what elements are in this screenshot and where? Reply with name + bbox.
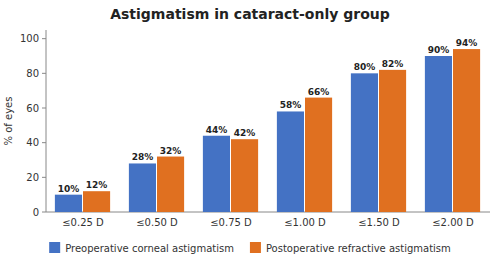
bars [55,49,480,212]
data-label: 10% [58,184,80,194]
bar [425,56,452,212]
data-label: 32% [160,146,182,156]
data-label: 58% [280,100,302,110]
y-axis: 0 20 40 60 80 100 [20,30,490,218]
data-label: 94% [456,38,478,48]
legend-item: Postoperative refractive astigmatism [250,242,451,254]
data-label: 12% [86,180,108,190]
x-axis-line [46,212,490,213]
y-axis-label: % of eyes [3,97,14,146]
data-label: 44% [206,125,228,135]
chart: Astigmatism in cataract-only group % of e… [0,0,500,262]
data-label: 82% [382,59,404,69]
y-tick-label: 40 [26,137,39,148]
legend-swatch [250,242,261,253]
legend-swatch [49,242,60,253]
legend: Preoperative corneal astigmatism Postoper… [49,242,451,254]
y-tick [42,142,46,143]
bar [203,136,230,212]
y-axis-line [46,30,47,212]
chart-container: Astigmatism in cataract-only group % of e… [0,0,500,262]
x-tick-label: ≤0.25 D [62,217,104,228]
bar [55,195,82,212]
data-label: 28% [132,152,154,162]
y-tick-label: 0 [33,207,39,218]
y-tick [42,73,46,74]
bar [157,157,184,212]
x-tick-label: ≤0.75 D [210,217,252,228]
y-tick-label: 80 [26,68,39,79]
y-tick [42,108,46,109]
y-tick-label: 100 [20,33,39,44]
bar [305,98,332,212]
y-tick [42,177,46,178]
y-tick-label: 60 [26,103,39,114]
x-tick-label: ≤0.50 D [136,217,178,228]
legend-item: Preoperative corneal astigmatism [49,242,234,254]
data-label: 42% [234,128,256,138]
bar [129,163,156,212]
title: Astigmatism in cataract-only group [110,6,390,22]
data-labels: 10% 28% 44% 58% 80% 90% 12% 32% 42% 66% 82% 94% [58,38,478,194]
legend-label: Postoperative refractive astigmatism [266,243,451,254]
y-tick [42,38,46,39]
x-tick-label: ≤2.00 D [432,217,474,228]
x-tick-label: ≤1.00 D [284,217,326,228]
bar [231,139,258,212]
y-tick-label: 20 [26,172,39,183]
data-label: 80% [354,62,376,72]
bar [379,70,406,212]
y-tick [42,212,46,213]
bar [453,49,480,212]
data-label: 90% [428,45,450,55]
legend-label: Preoperative corneal astigmatism [65,243,234,254]
bar [277,111,304,212]
bar [83,191,110,212]
x-tick-label: ≤1.50 D [358,217,400,228]
data-label: 66% [308,87,330,97]
bar [351,73,378,212]
